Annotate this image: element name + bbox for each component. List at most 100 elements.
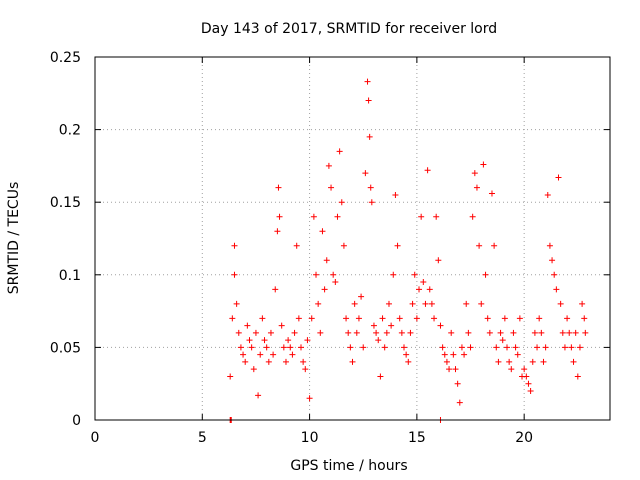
data-point: [304, 337, 311, 344]
data-point: [321, 286, 328, 293]
data-point: [424, 167, 431, 174]
data-point: [461, 351, 468, 358]
data-point: [364, 78, 371, 85]
data-point: [561, 344, 568, 351]
y-tick-label: 0.2: [59, 123, 81, 139]
data-point: [516, 315, 523, 322]
data-point: [428, 300, 435, 307]
data-point: [523, 373, 530, 380]
data-point: [280, 344, 287, 351]
data-point: [360, 344, 367, 351]
data-point: [310, 213, 317, 220]
data-point: [456, 399, 463, 406]
data-point: [499, 337, 506, 344]
data-point: [317, 329, 324, 336]
data-point: [501, 315, 508, 322]
data-point: [237, 344, 244, 351]
data-point: [542, 344, 549, 351]
data-point: [441, 351, 448, 358]
axis-ticks: 0 5 10 15 20 0 0.05 0.1 0.15 0.2 0.25: [50, 50, 610, 446]
data-point: [340, 242, 347, 249]
data-point: [564, 315, 571, 322]
data-point: [267, 329, 274, 336]
data-point: [559, 329, 566, 336]
data-point: [469, 213, 476, 220]
data-point: [261, 337, 268, 344]
grid: [95, 57, 610, 420]
y-tick-label: 0.1: [59, 268, 81, 284]
data-point: [368, 199, 375, 206]
data-point: [231, 271, 238, 278]
data-point: [252, 329, 259, 336]
data-point: [478, 300, 485, 307]
data-point: [555, 174, 562, 181]
data-point: [242, 358, 249, 365]
data-point: [473, 184, 480, 191]
data-point: [504, 344, 510, 351]
data-point: [377, 373, 384, 380]
data-point: [422, 300, 429, 307]
data-point: [576, 344, 583, 351]
data-point: [370, 322, 377, 329]
data-point: [510, 329, 517, 336]
data-point: [463, 300, 470, 307]
data-point: [525, 380, 532, 387]
data-point: [544, 191, 551, 198]
data-point: [323, 257, 330, 264]
data-point: [390, 271, 397, 278]
data-point: [433, 213, 440, 220]
data-point: [385, 300, 392, 307]
data-point: [272, 286, 279, 293]
data-point: [582, 329, 589, 336]
data-point: [527, 387, 534, 394]
data-point: [557, 300, 564, 307]
data-point: [330, 271, 337, 278]
x-tick-label: 10: [301, 430, 319, 446]
data-point: [349, 358, 356, 365]
data-point: [405, 358, 412, 365]
data-point: [553, 286, 560, 293]
data-point: [495, 358, 502, 365]
data-point: [480, 161, 487, 168]
data-point: [416, 286, 423, 293]
data-point: [229, 315, 236, 322]
data-point: [452, 366, 459, 373]
data-point: [282, 358, 289, 365]
data-point: [454, 380, 461, 387]
data-point: [435, 257, 442, 264]
data-point: [362, 170, 369, 177]
data-point: [570, 358, 577, 365]
x-tick-label: 20: [515, 430, 533, 446]
data-point: [289, 351, 296, 358]
data-point: [345, 329, 352, 336]
data-point: [365, 97, 372, 104]
data-point: [343, 315, 350, 322]
data-point: [581, 315, 588, 322]
data-point: [328, 184, 335, 191]
data-point: [508, 366, 515, 373]
data-point: [549, 257, 556, 264]
x-tick-label: 5: [198, 430, 207, 446]
data-point: [248, 344, 255, 351]
chart-title: Day 143 of 2017, SRMTID for receiver lor…: [201, 21, 497, 37]
data-point: [308, 315, 315, 322]
data-point: [493, 344, 500, 351]
data-point: [398, 329, 405, 336]
data-point: [246, 337, 253, 344]
data-point: [465, 329, 472, 336]
data-point: [546, 242, 553, 249]
data-point: [383, 329, 390, 336]
y-tick-label: 0.25: [50, 50, 81, 66]
data-point: [486, 329, 493, 336]
data-point: [394, 242, 401, 249]
data-point: [255, 392, 262, 399]
x-tick-label: 0: [91, 430, 100, 446]
data-point: [538, 329, 545, 336]
data-point: [512, 344, 519, 351]
data-point: [315, 300, 322, 307]
data-point: [396, 315, 403, 322]
data-point: [347, 344, 354, 351]
data-point: [529, 358, 536, 365]
data-point: [265, 358, 272, 365]
